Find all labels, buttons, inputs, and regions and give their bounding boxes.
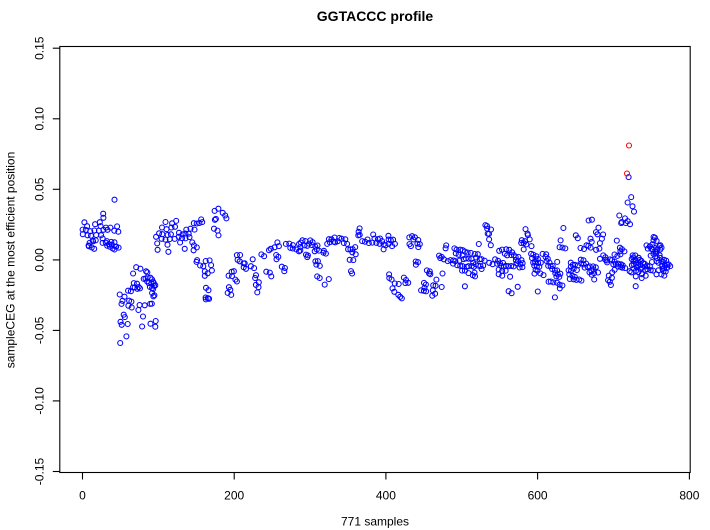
svg-text:-0.15: -0.15 xyxy=(32,458,46,486)
svg-text:400: 400 xyxy=(376,489,396,503)
svg-text:0.00: 0.00 xyxy=(32,248,46,272)
svg-text:0.05: 0.05 xyxy=(32,177,46,201)
svg-text:771 samples: 771 samples xyxy=(341,515,409,529)
svg-text:0.15: 0.15 xyxy=(32,36,46,60)
svg-text:0.10: 0.10 xyxy=(32,107,46,131)
svg-text:600: 600 xyxy=(528,489,548,503)
svg-text:sampleCEG at the most efficien: sampleCEG at the most efficient position xyxy=(4,152,18,369)
svg-text:GGTACCC profile: GGTACCC profile xyxy=(317,8,434,24)
svg-text:-0.05: -0.05 xyxy=(32,316,46,344)
svg-text:0: 0 xyxy=(79,489,86,503)
svg-text:-0.10: -0.10 xyxy=(32,387,46,415)
svg-text:800: 800 xyxy=(679,489,699,503)
svg-text:200: 200 xyxy=(224,489,244,503)
